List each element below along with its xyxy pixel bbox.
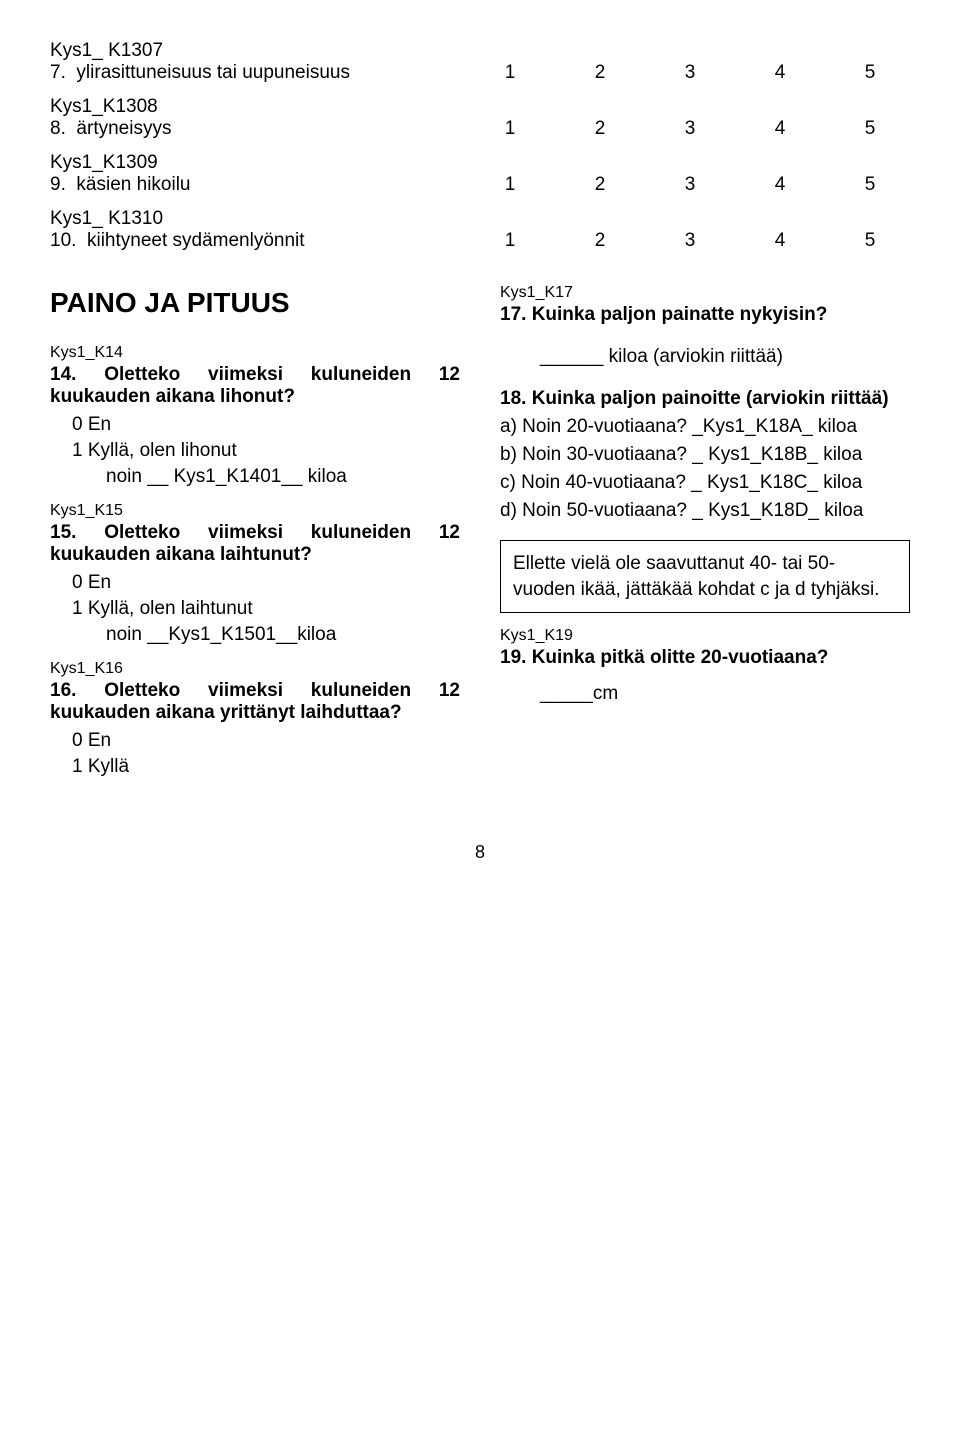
q19-answer-line[interactable]: _____cm [500,683,910,705]
item-label: 10. kiihtyneet sydämenlyönnit [50,230,480,252]
item-code: Kys1_K1308 [50,96,910,118]
scale-3[interactable]: 3 [675,118,705,140]
q17-code: Kys1_K17 [500,284,910,302]
q18-c[interactable]: c) Noin 40-vuotiaana? _ Kys1_K18C_ kiloa [500,472,910,494]
left-column: Kys1_K14 14. Oletteko viimeksi kuluneide… [50,344,460,782]
scale-item: Kys1_K1309 9. käsien hikoilu 1 2 3 4 5 [50,152,910,196]
scale-values: 1 2 3 4 5 [480,118,910,140]
scale-3[interactable]: 3 [675,174,705,196]
item-label: 7. ylirasittuneisuus tai uupuneisuus [50,62,480,84]
q14-noin: noin __ Kys1_K1401__ kiloa [50,466,460,488]
scale-5[interactable]: 5 [855,230,885,252]
q14-text: 14. Oletteko viimeksi kuluneiden 12 kuuk… [50,364,460,408]
q16-text: 16. Oletteko viimeksi kuluneiden 12 kuuk… [50,680,460,724]
item-label: 9. käsien hikoilu [50,174,480,196]
scale-2[interactable]: 2 [585,174,615,196]
q15-opt0[interactable]: 0 En [50,572,460,594]
q15-code: Kys1_K15 [50,502,460,520]
scale-2[interactable]: 2 [585,230,615,252]
scale-2[interactable]: 2 [585,62,615,84]
scale-3[interactable]: 3 [675,230,705,252]
two-column-layout: Kys1_K14 14. Oletteko viimeksi kuluneide… [50,344,910,782]
q15-text: 15. Oletteko viimeksi kuluneiden 12 kuuk… [50,522,460,566]
scale-3[interactable]: 3 [675,62,705,84]
scale-1[interactable]: 1 [495,118,525,140]
scale-values: 1 2 3 4 5 [480,62,910,84]
q18-a[interactable]: a) Noin 20-vuotiaana? _Kys1_K18A_ kiloa [500,416,910,438]
scale-values: 1 2 3 4 5 [480,174,910,196]
scale-2[interactable]: 2 [585,118,615,140]
scale-1[interactable]: 1 [495,174,525,196]
q18-d[interactable]: d) Noin 50-vuotiaana? _ Kys1_K18D_ kiloa [500,500,910,522]
item-label: 8. ärtyneisyys [50,118,480,140]
scale-5[interactable]: 5 [855,62,885,84]
right-column: Kys1_K17 17. Kuinka paljon painatte nyky… [500,344,910,782]
section-title: PAINO JA PITUUS [50,287,480,319]
q15-opt1[interactable]: 1 Kyllä, olen laihtunut [50,598,460,620]
info-box: Ellette vielä ole saavuttanut 40- tai 50… [500,540,910,613]
scale-item: Kys1_K1308 8. ärtyneisyys 1 2 3 4 5 [50,96,910,140]
q17-text: 17. Kuinka paljon painatte nykyisin? [500,304,910,326]
scale-4[interactable]: 4 [765,174,795,196]
scale-1[interactable]: 1 [495,230,525,252]
item-code: Kys1_K1309 [50,152,910,174]
q14-opt1[interactable]: 1 Kyllä, olen lihonut [50,440,460,462]
scale-4[interactable]: 4 [765,230,795,252]
q19-code: Kys1_K19 [500,627,910,645]
q19-text: 19. Kuinka pitkä olitte 20-vuotiaana? [500,647,910,669]
q16-opt0[interactable]: 0 En [50,730,460,752]
q17-answer-line[interactable]: ______ kiloa (arviokin riittää) [500,346,910,368]
q16-opt1[interactable]: 1 Kyllä [50,756,460,778]
q15-noin: noin __Kys1_K1501__kiloa [50,624,460,646]
scale-item: Kys1_ K1310 10. kiihtyneet sydämenlyönni… [50,208,910,252]
scale-4[interactable]: 4 [765,62,795,84]
q16-code: Kys1_K16 [50,660,460,678]
q18-text: 18. Kuinka paljon painoitte (arviokin ri… [500,388,910,410]
q18-b[interactable]: b) Noin 30-vuotiaana? _ Kys1_K18B_ kiloa [500,444,910,466]
scale-item: Kys1_ K1307 7. ylirasittuneisuus tai uup… [50,40,910,84]
q14-opt0[interactable]: 0 En [50,414,460,436]
scale-4[interactable]: 4 [765,118,795,140]
scale-1[interactable]: 1 [495,62,525,84]
q14-code: Kys1_K14 [50,344,460,362]
scale-5[interactable]: 5 [855,174,885,196]
item-code: Kys1_ K1307 [50,40,910,62]
scale-5[interactable]: 5 [855,118,885,140]
scale-items: Kys1_ K1307 7. ylirasittuneisuus tai uup… [50,40,910,252]
item-code: Kys1_ K1310 [50,208,910,230]
page-number: 8 [50,842,910,863]
scale-values: 1 2 3 4 5 [480,230,910,252]
